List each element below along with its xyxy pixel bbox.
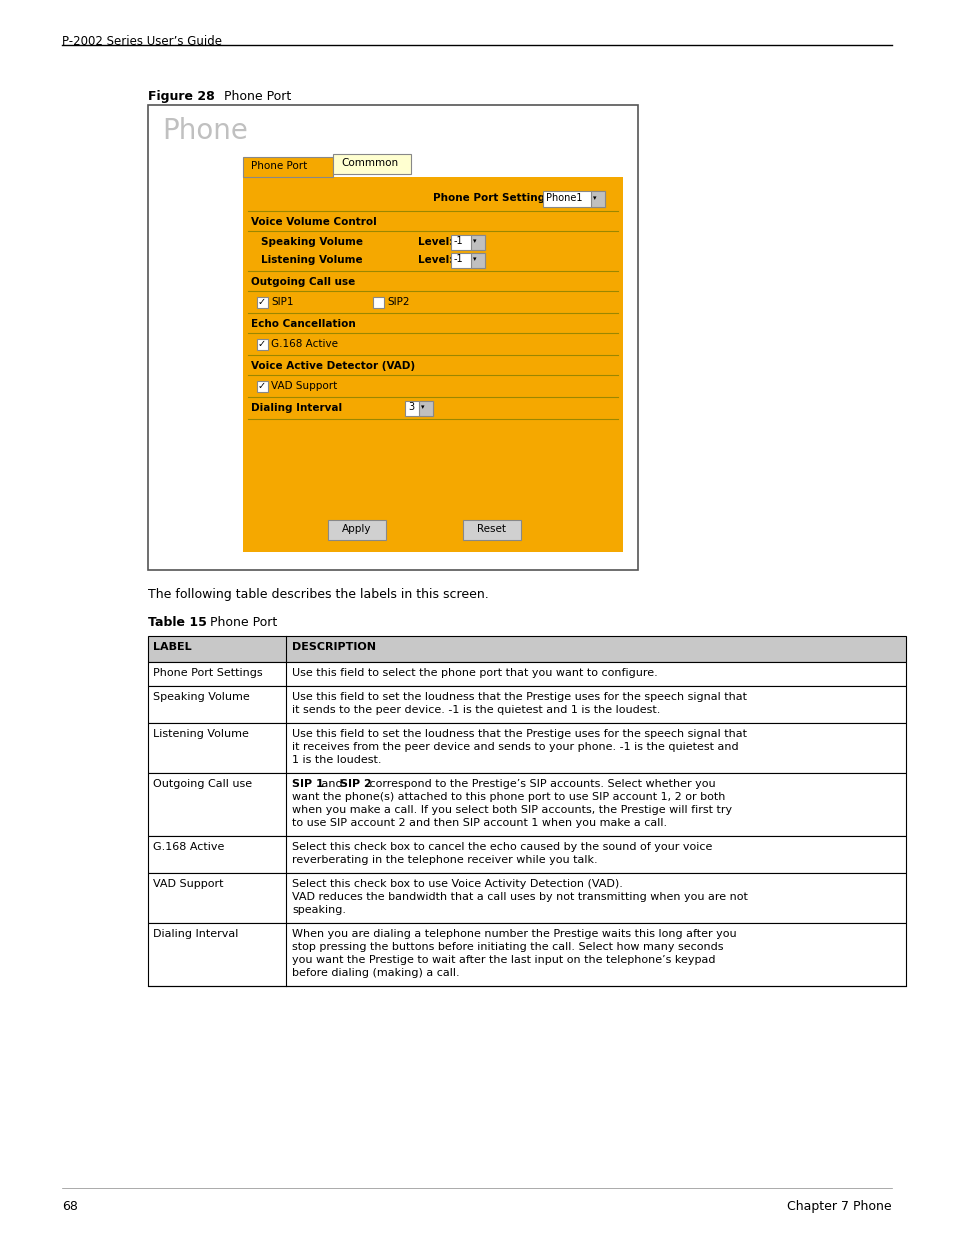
Text: stop pressing the buttons before initiating the call. Select how many seconds: stop pressing the buttons before initiat… bbox=[292, 942, 722, 952]
Text: Dialing Interval: Dialing Interval bbox=[152, 929, 238, 939]
Text: Speaking Volume: Speaking Volume bbox=[261, 237, 363, 247]
Bar bbox=[256, 296, 268, 308]
Bar bbox=[462, 520, 520, 540]
Text: Listening Volume: Listening Volume bbox=[261, 254, 362, 266]
Text: Level:: Level: bbox=[417, 254, 453, 266]
Text: it receives from the peer device and sends to your phone. -1 is the quietest and: it receives from the peer device and sen… bbox=[292, 742, 738, 752]
Bar bbox=[256, 382, 268, 391]
Bar bbox=[148, 923, 905, 986]
Text: Use this field to select the phone port that you want to configure.: Use this field to select the phone port … bbox=[292, 668, 657, 678]
Bar bbox=[328, 520, 386, 540]
Text: Use this field to set the loudness that the Prestige uses for the speech signal : Use this field to set the loudness that … bbox=[292, 692, 746, 701]
Text: VAD reduces the bandwidth that a call uses by not transmitting when you are not: VAD reduces the bandwidth that a call us… bbox=[292, 892, 747, 902]
Text: SIP1: SIP1 bbox=[271, 296, 294, 308]
Text: 1 is the loudest.: 1 is the loudest. bbox=[292, 755, 381, 764]
Bar bbox=[243, 177, 622, 552]
Text: Outgoing Call use: Outgoing Call use bbox=[152, 779, 252, 789]
Text: Reset: Reset bbox=[477, 524, 506, 534]
Text: Voice Active Detector (VAD): Voice Active Detector (VAD) bbox=[251, 361, 415, 370]
Bar bbox=[333, 154, 411, 174]
Bar bbox=[148, 685, 905, 722]
Bar bbox=[471, 235, 484, 249]
Text: G.168 Active: G.168 Active bbox=[271, 338, 337, 350]
Text: P-2002 Series User’s Guide: P-2002 Series User’s Guide bbox=[62, 35, 222, 48]
Bar bbox=[148, 662, 905, 685]
Bar bbox=[148, 105, 638, 571]
Bar bbox=[148, 636, 905, 662]
Text: speaking.: speaking. bbox=[292, 905, 346, 915]
Text: Phone1: Phone1 bbox=[545, 193, 582, 203]
Text: Select this check box to use Voice Activity Detection (VAD).: Select this check box to use Voice Activ… bbox=[292, 879, 622, 889]
Text: Apply: Apply bbox=[342, 524, 372, 534]
Text: ✓: ✓ bbox=[257, 298, 266, 308]
Bar bbox=[148, 836, 905, 873]
Text: 68: 68 bbox=[62, 1200, 78, 1213]
Text: when you make a call. If you select both SIP accounts, the Prestige will first t: when you make a call. If you select both… bbox=[292, 805, 731, 815]
Text: 3: 3 bbox=[408, 403, 414, 412]
Text: DESCRIPTION: DESCRIPTION bbox=[292, 642, 375, 652]
Bar bbox=[405, 401, 433, 416]
Bar bbox=[243, 157, 333, 177]
Text: Phone Port: Phone Port bbox=[251, 161, 307, 170]
Text: Voice Volume Control: Voice Volume Control bbox=[251, 217, 376, 227]
Text: Figure 28: Figure 28 bbox=[148, 90, 214, 103]
Text: Echo Cancellation: Echo Cancellation bbox=[251, 319, 355, 329]
Text: Outgoing Call use: Outgoing Call use bbox=[251, 277, 355, 287]
Text: ✓: ✓ bbox=[257, 340, 266, 350]
Text: SIP2: SIP2 bbox=[387, 296, 409, 308]
Bar bbox=[471, 253, 484, 268]
Text: The following table describes the labels in this screen.: The following table describes the labels… bbox=[148, 588, 488, 601]
Bar bbox=[256, 338, 268, 350]
Text: and: and bbox=[317, 779, 346, 789]
Bar bbox=[148, 722, 905, 773]
Text: LABEL: LABEL bbox=[152, 642, 192, 652]
Text: -1: -1 bbox=[454, 236, 463, 247]
Bar bbox=[542, 191, 604, 207]
Bar bbox=[451, 235, 484, 249]
Text: ✓: ✓ bbox=[257, 382, 266, 391]
Bar bbox=[373, 296, 384, 308]
Text: G.168 Active: G.168 Active bbox=[152, 842, 224, 852]
Text: Commmon: Commmon bbox=[340, 158, 397, 168]
Text: reverberating in the telephone receiver while you talk.: reverberating in the telephone receiver … bbox=[292, 855, 597, 864]
Text: ▾: ▾ bbox=[420, 405, 424, 410]
Bar bbox=[451, 253, 484, 268]
Text: want the phone(s) attached to this phone port to use SIP account 1, 2 or both: want the phone(s) attached to this phone… bbox=[292, 792, 724, 802]
Text: Select this check box to cancel the echo caused by the sound of your voice: Select this check box to cancel the echo… bbox=[292, 842, 712, 852]
Text: before dialing (making) a call.: before dialing (making) a call. bbox=[292, 968, 459, 978]
Bar bbox=[590, 191, 604, 207]
Text: -1: -1 bbox=[454, 254, 463, 264]
Text: Phone: Phone bbox=[162, 117, 248, 144]
Text: you want the Prestige to wait after the last input on the telephone’s keypad: you want the Prestige to wait after the … bbox=[292, 955, 715, 965]
Text: Speaking Volume: Speaking Volume bbox=[152, 692, 250, 701]
Text: Use this field to set the loudness that the Prestige uses for the speech signal : Use this field to set the loudness that … bbox=[292, 729, 746, 739]
Bar bbox=[148, 773, 905, 836]
Text: Chapter 7 Phone: Chapter 7 Phone bbox=[786, 1200, 891, 1213]
Bar bbox=[148, 873, 905, 923]
Text: correspond to the Prestige’s SIP accounts. Select whether you: correspond to the Prestige’s SIP account… bbox=[366, 779, 715, 789]
Text: SIP 1: SIP 1 bbox=[292, 779, 323, 789]
Text: Phone Port: Phone Port bbox=[202, 616, 277, 629]
Text: SIP 2: SIP 2 bbox=[339, 779, 372, 789]
Text: Phone Port Settings:: Phone Port Settings: bbox=[433, 193, 555, 203]
Text: ▾: ▾ bbox=[473, 257, 476, 263]
Text: it sends to the peer device. -1 is the quietest and 1 is the loudest.: it sends to the peer device. -1 is the q… bbox=[292, 705, 659, 715]
Text: to use SIP account 2 and then SIP account 1 when you make a call.: to use SIP account 2 and then SIP accoun… bbox=[292, 818, 666, 827]
Text: VAD Support: VAD Support bbox=[152, 879, 223, 889]
Text: ▾: ▾ bbox=[473, 238, 476, 245]
Text: Listening Volume: Listening Volume bbox=[152, 729, 249, 739]
Text: Table 15: Table 15 bbox=[148, 616, 207, 629]
Text: VAD Support: VAD Support bbox=[271, 382, 337, 391]
Text: ▾: ▾ bbox=[593, 195, 596, 201]
Text: Phone Port: Phone Port bbox=[215, 90, 291, 103]
Text: When you are dialing a telephone number the Prestige waits this long after you: When you are dialing a telephone number … bbox=[292, 929, 736, 939]
Bar bbox=[418, 401, 433, 416]
Text: Dialing Interval: Dialing Interval bbox=[251, 403, 342, 412]
Text: Level:: Level: bbox=[417, 237, 453, 247]
Text: Phone Port Settings: Phone Port Settings bbox=[152, 668, 262, 678]
